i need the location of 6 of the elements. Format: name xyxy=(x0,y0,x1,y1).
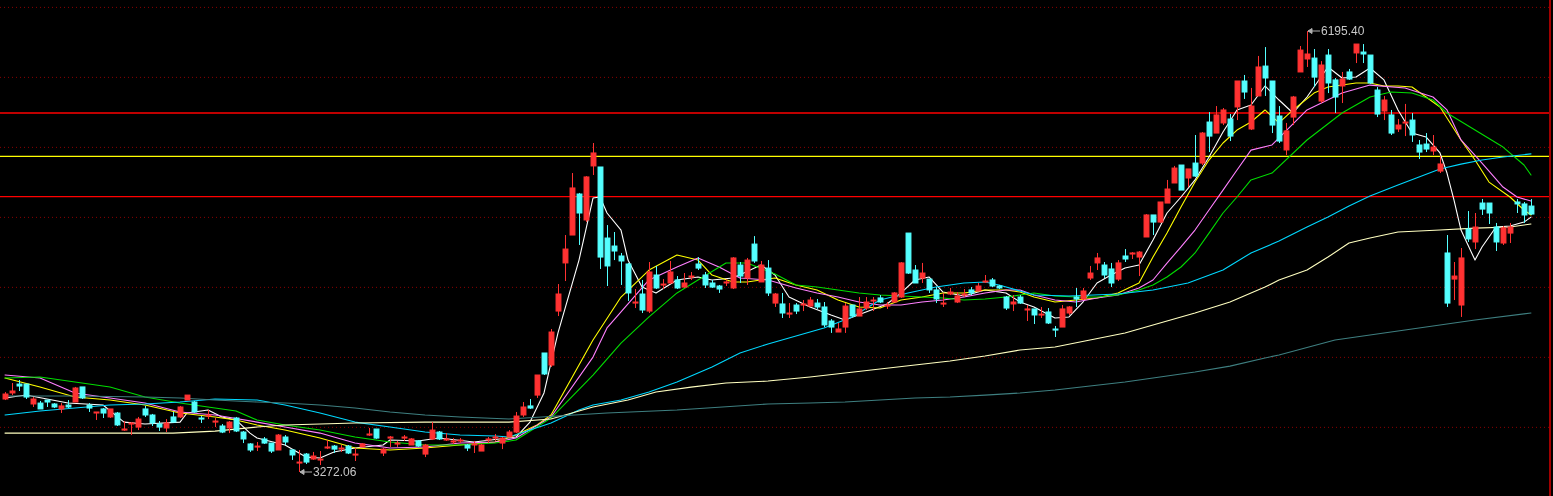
candlestick xyxy=(1402,103,1409,137)
candlestick xyxy=(562,234,569,282)
candlestick xyxy=(1206,111,1213,153)
annotation: 3272.06 xyxy=(313,465,357,480)
candlestick xyxy=(1262,46,1269,97)
annotation: 6195.40 xyxy=(1321,24,1365,39)
